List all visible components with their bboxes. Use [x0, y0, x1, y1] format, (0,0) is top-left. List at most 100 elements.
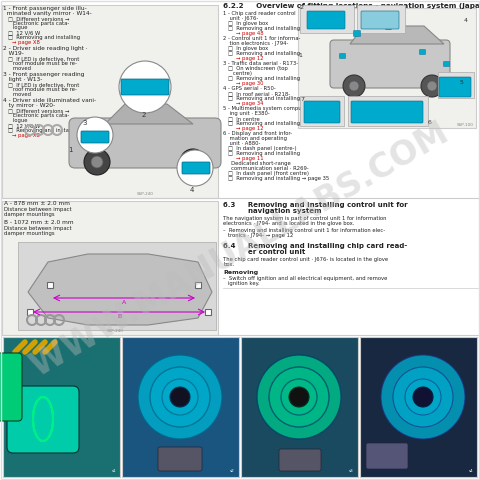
FancyBboxPatch shape — [357, 5, 405, 33]
Text: 1 - Front passenger side illu-: 1 - Front passenger side illu- — [3, 6, 87, 11]
Text: → page 34: → page 34 — [236, 101, 264, 106]
Text: navigation system: navigation system — [223, 208, 322, 214]
Text: ignition key.: ignition key. — [223, 281, 260, 286]
Text: mation and operating: mation and operating — [223, 136, 287, 141]
Text: s1: s1 — [111, 469, 116, 473]
Text: □  Removing and installing: □ Removing and installing — [228, 51, 300, 56]
Text: minated vanity mirror · W14-: minated vanity mirror · W14- — [3, 11, 92, 16]
FancyBboxPatch shape — [304, 101, 340, 123]
Text: 6.2.2     Overview of fitting locations - navigation system (Japan only): 6.2.2 Overview of fitting locations - na… — [223, 3, 480, 9]
Text: □  In dash panel (centre-): □ In dash panel (centre-) — [228, 146, 297, 151]
FancyBboxPatch shape — [2, 201, 218, 335]
FancyBboxPatch shape — [348, 96, 428, 126]
Text: W19-: W19- — [3, 51, 24, 56]
Text: 4 - Driver side illuminated vani-: 4 - Driver side illuminated vani- — [3, 98, 96, 103]
Text: A: A — [122, 300, 126, 305]
Text: → page 48: → page 48 — [236, 31, 264, 36]
Text: communication serial · R269-: communication serial · R269- — [223, 166, 309, 171]
Text: Distance between impact: Distance between impact — [4, 207, 72, 212]
Text: 3 - Front passenger reading: 3 - Front passenger reading — [3, 72, 84, 77]
Text: 4 - GPS aerial · R50-: 4 - GPS aerial · R50- — [223, 86, 276, 91]
Text: Removing: Removing — [223, 270, 258, 275]
Text: 6: 6 — [428, 120, 432, 125]
FancyBboxPatch shape — [300, 96, 344, 126]
FancyBboxPatch shape — [351, 101, 423, 123]
Text: B: B — [118, 314, 122, 319]
Text: The chip card reader control unit · J676- is located in the glove: The chip card reader control unit · J676… — [223, 257, 388, 262]
Bar — [195, 282, 201, 288]
FancyBboxPatch shape — [300, 5, 354, 33]
Text: □  In glove box: □ In glove box — [228, 21, 268, 26]
Text: 1: 1 — [298, 53, 302, 58]
Text: unit · J676-: unit · J676- — [223, 16, 258, 21]
Circle shape — [269, 367, 329, 427]
Text: The navigation system is part of control unit 1 for information: The navigation system is part of control… — [223, 216, 386, 221]
Circle shape — [138, 355, 222, 439]
Text: 6.3     Removing and installing control unit for: 6.3 Removing and installing control unit… — [223, 202, 408, 208]
FancyBboxPatch shape — [420, 49, 425, 55]
Circle shape — [162, 379, 198, 415]
Text: –  Removing and installing control unit 1 for information elec-: – Removing and installing control unit 1… — [223, 228, 385, 233]
Text: 4: 4 — [464, 18, 468, 23]
Text: A - 878 mm ± 2.0 mm: A - 878 mm ± 2.0 mm — [4, 201, 70, 206]
FancyBboxPatch shape — [0, 353, 22, 421]
Circle shape — [289, 387, 309, 407]
Text: ty mirror · W20-: ty mirror · W20- — [3, 103, 55, 108]
Text: □  Removing and installing: □ Removing and installing — [8, 128, 80, 133]
Polygon shape — [105, 104, 193, 124]
Text: □  If LED is defective, front: □ If LED is defective, front — [8, 82, 79, 87]
Circle shape — [91, 156, 103, 168]
FancyBboxPatch shape — [158, 447, 202, 471]
FancyBboxPatch shape — [339, 53, 346, 59]
Text: unit · A880-: unit · A880- — [223, 141, 260, 146]
Text: 6 - Display and front infor-: 6 - Display and front infor- — [223, 131, 292, 136]
Circle shape — [381, 355, 465, 439]
FancyBboxPatch shape — [385, 24, 392, 29]
Text: Electronic parts cata-: Electronic parts cata- — [8, 113, 69, 118]
Text: ing unit · E380-: ing unit · E380- — [223, 111, 270, 116]
Text: –  Switch off ignition and all electrical equipment, and remove: – Switch off ignition and all electrical… — [223, 276, 387, 281]
Text: damper mountings: damper mountings — [4, 212, 55, 217]
Text: tronics · J794- → page 12: tronics · J794- → page 12 — [223, 233, 293, 238]
FancyBboxPatch shape — [122, 337, 239, 477]
FancyBboxPatch shape — [7, 386, 79, 453]
Text: damper mountings: damper mountings — [4, 231, 55, 236]
FancyBboxPatch shape — [241, 337, 358, 477]
Text: □  Removing and installing: □ Removing and installing — [228, 96, 300, 101]
FancyBboxPatch shape — [353, 31, 360, 36]
Text: → page 30: → page 30 — [236, 81, 264, 86]
FancyBboxPatch shape — [439, 77, 471, 97]
FancyBboxPatch shape — [3, 337, 120, 477]
Text: □  Different versions →: □ Different versions → — [8, 108, 70, 113]
Text: → page X8: → page X8 — [12, 40, 40, 45]
Text: s4: s4 — [468, 469, 473, 473]
Text: 3 - Traffic data aerial · R173-: 3 - Traffic data aerial · R173- — [223, 61, 298, 66]
Text: 1 - Chip card reader control: 1 - Chip card reader control — [223, 11, 296, 16]
Text: □  Different versions →: □ Different versions → — [8, 16, 70, 21]
Circle shape — [405, 379, 441, 415]
FancyBboxPatch shape — [366, 443, 408, 469]
Text: □  12 V/6 W: □ 12 V/6 W — [8, 30, 40, 35]
Circle shape — [257, 355, 341, 439]
Text: □  In roof aerial · R218-: □ In roof aerial · R218- — [228, 91, 290, 96]
Circle shape — [349, 81, 359, 91]
Text: logue: logue — [8, 25, 27, 30]
FancyBboxPatch shape — [330, 40, 450, 88]
FancyBboxPatch shape — [2, 5, 218, 198]
Text: □  Removing and installing: □ Removing and installing — [228, 76, 300, 81]
Polygon shape — [350, 26, 444, 44]
Text: moved: moved — [8, 92, 31, 97]
Bar — [205, 309, 211, 315]
Circle shape — [281, 379, 317, 415]
Text: roof module must be re-: roof module must be re- — [8, 61, 77, 66]
Circle shape — [343, 75, 365, 97]
FancyBboxPatch shape — [360, 337, 477, 477]
Text: □  In dash panel (front centre): □ In dash panel (front centre) — [228, 171, 309, 176]
Circle shape — [393, 367, 453, 427]
Text: Dedicated short-range: Dedicated short-range — [223, 161, 291, 166]
Text: B - 1072 mm ± 2.0 mm: B - 1072 mm ± 2.0 mm — [4, 220, 73, 225]
FancyBboxPatch shape — [298, 8, 476, 128]
Text: 4: 4 — [190, 187, 194, 193]
Polygon shape — [28, 254, 212, 325]
Text: □  In glove box: □ In glove box — [228, 46, 268, 51]
